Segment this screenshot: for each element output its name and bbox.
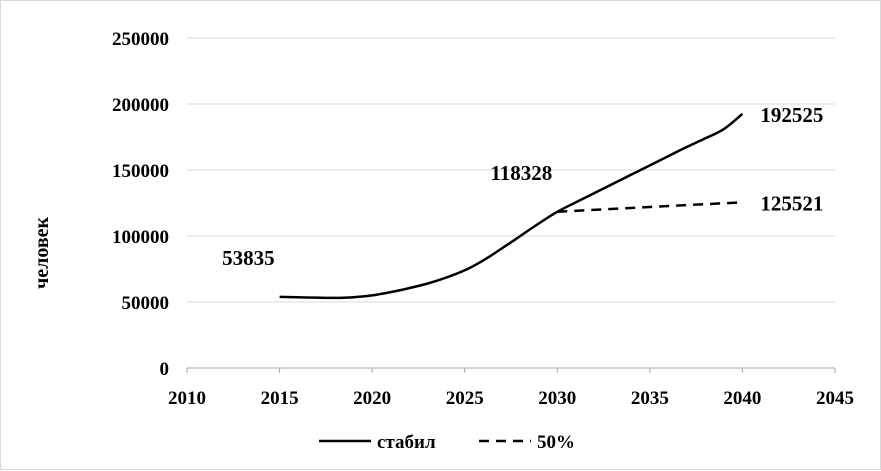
series-lines xyxy=(279,112,744,300)
y-tick-label: 250000 xyxy=(112,29,169,50)
x-tick-labels: 2010 2015 2020 2025 2030 2035 2040 2045 xyxy=(168,388,854,409)
data-label: 125521 xyxy=(760,191,823,215)
y-tick-labels: 0 50000 100000 150000 200000 250000 xyxy=(112,29,169,380)
x-tick-label: 2030 xyxy=(538,388,576,409)
x-tick-label: 2020 xyxy=(353,388,391,409)
series-line-dashed xyxy=(557,201,743,214)
gridlines xyxy=(187,37,835,303)
data-label: 118328 xyxy=(490,161,552,185)
series-line-solid xyxy=(279,112,744,300)
x-tick-label: 2015 xyxy=(261,388,299,409)
y-tick-label: 100000 xyxy=(112,227,169,248)
x-tick-label: 2045 xyxy=(816,388,854,409)
y-tick-label: 50000 xyxy=(122,293,170,314)
x-tick-label: 2025 xyxy=(446,388,484,409)
data-label: 192525 xyxy=(760,103,823,127)
y-tick-label: 150000 xyxy=(112,161,169,182)
legend-entry: стабил xyxy=(377,432,436,453)
data-labels: 53835 118328 192525 125521 xyxy=(222,103,823,270)
axes xyxy=(186,367,836,373)
x-tick-label: 2035 xyxy=(631,388,669,409)
x-tick-label: 2010 xyxy=(168,388,206,409)
y-tick-label: 200000 xyxy=(112,95,169,116)
legend: стабил 50% xyxy=(319,432,575,453)
y-tick-label: 0 xyxy=(160,359,170,380)
y-axis-label: человек xyxy=(31,216,53,289)
data-label: 53835 xyxy=(222,246,275,270)
legend-entry: 50% xyxy=(537,432,575,453)
x-tick-label: 2040 xyxy=(723,388,761,409)
